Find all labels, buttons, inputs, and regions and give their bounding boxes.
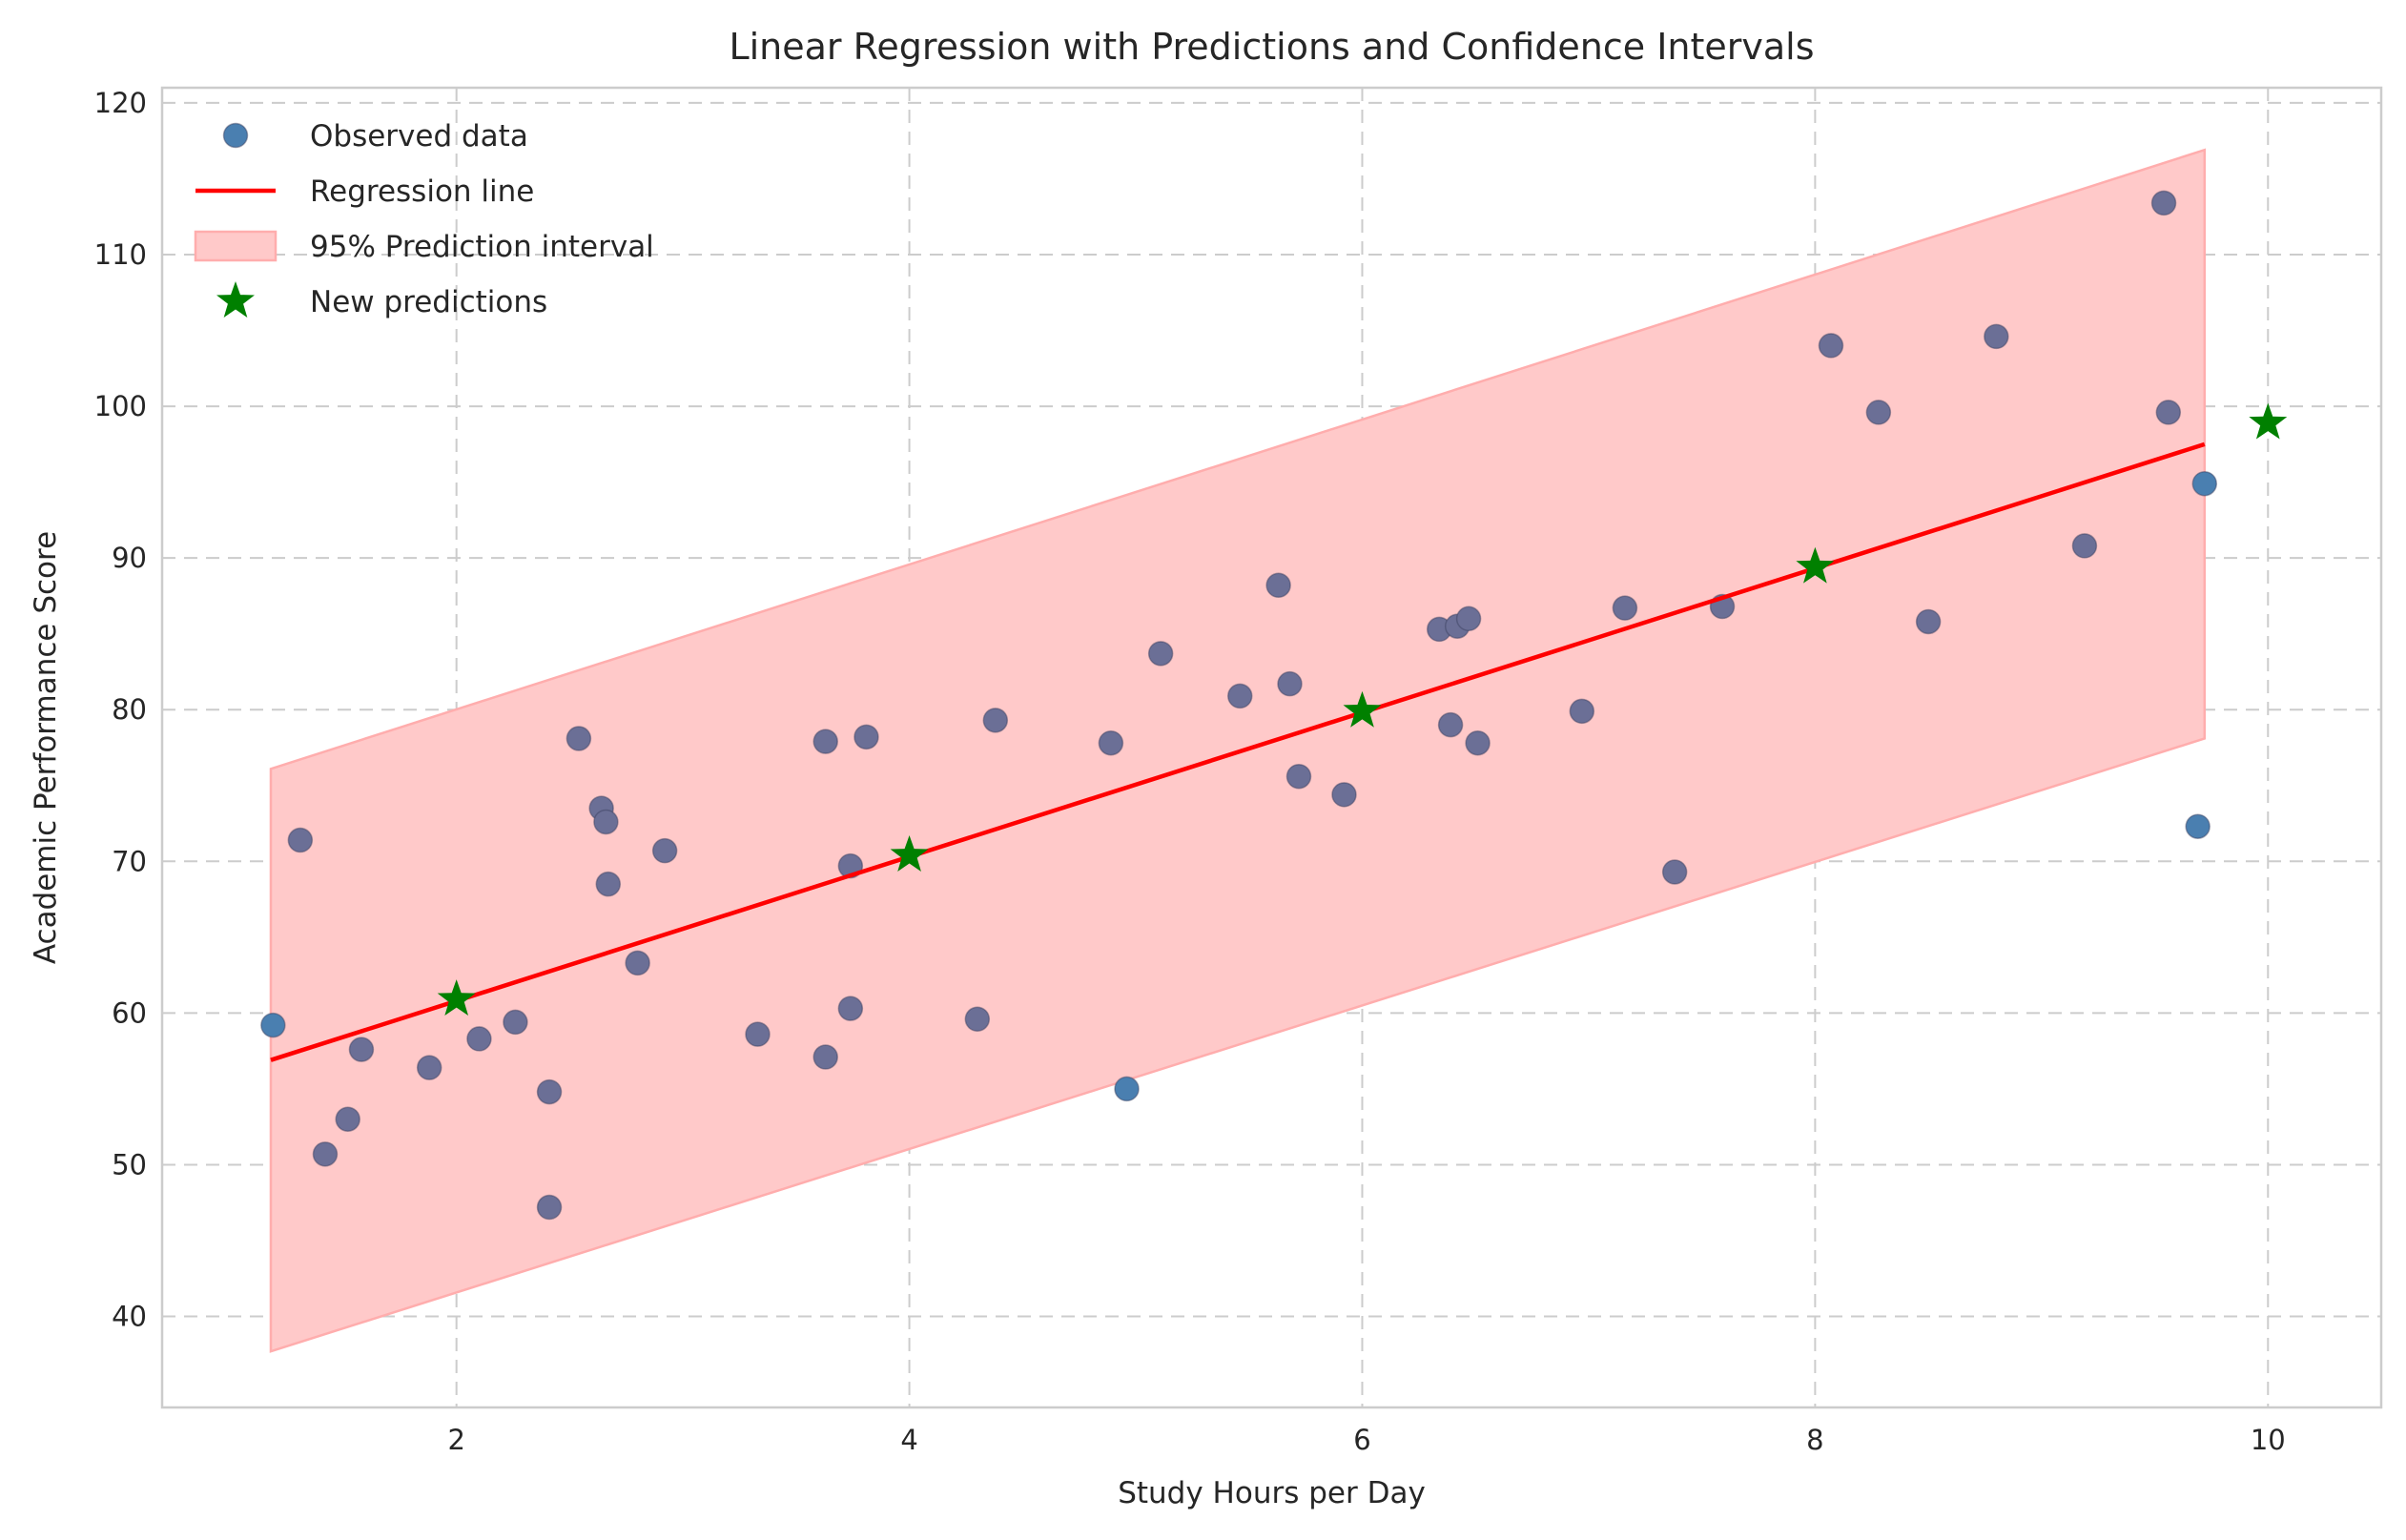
observed-point — [837, 996, 864, 1021]
y-tick-label: 90 — [112, 542, 147, 574]
observed-point — [1612, 595, 1638, 621]
observed-point — [964, 1006, 991, 1033]
observed-point — [2150, 190, 2177, 216]
observed-point — [466, 1026, 492, 1052]
observed-point — [1915, 608, 1942, 635]
x-tick-label: 8 — [1806, 1424, 1823, 1456]
y-tick-label: 50 — [112, 1148, 147, 1181]
regression-line — [270, 441, 2206, 1062]
x-tick-label: 6 — [1353, 1424, 1370, 1456]
prediction-star — [1343, 690, 1382, 728]
observed-point — [2071, 533, 2098, 559]
observed-point — [335, 1106, 360, 1132]
regression-line-layer — [270, 441, 2206, 1062]
observed-point — [2185, 813, 2211, 839]
legend-star-marker — [216, 281, 255, 318]
observed-point — [812, 729, 838, 754]
prediction-star — [437, 979, 476, 1016]
chart-title: Linear Regression with Predictions and C… — [729, 26, 1814, 68]
observed-point — [1265, 572, 1291, 599]
legend-observed-marker — [222, 122, 249, 149]
x-tick-label: 2 — [447, 1424, 464, 1456]
observed-point — [1455, 606, 1482, 632]
y-tick-label: 60 — [112, 996, 147, 1029]
observed-point — [312, 1141, 339, 1167]
observed-point — [2155, 400, 2182, 425]
legend-label: Observed data — [310, 119, 528, 154]
observed-point — [982, 708, 1009, 733]
x-tick-label: 10 — [2251, 1424, 2286, 1456]
prediction-star — [2249, 402, 2288, 440]
observed-point — [1331, 782, 1357, 808]
observed-point — [1098, 729, 1124, 756]
observed-point — [1437, 711, 1464, 738]
y-tick-label: 110 — [94, 238, 147, 271]
observed-point — [287, 827, 314, 853]
observed-point — [2191, 470, 2218, 497]
x-tick-label: 4 — [900, 1424, 917, 1456]
observed-point — [348, 1037, 375, 1062]
observed-point — [1285, 763, 1312, 790]
observed-point — [260, 1012, 286, 1038]
y-tick-label: 70 — [112, 845, 147, 877]
observed-point — [625, 950, 650, 976]
prediction-star — [1796, 546, 1835, 584]
new-predictions-layer — [437, 402, 2288, 1016]
x-axis-label: Study Hours per Day — [1118, 1476, 1426, 1510]
prediction-star — [890, 834, 929, 872]
observed-point — [536, 1078, 563, 1105]
observed-point — [745, 1021, 771, 1047]
y-tick-label: 40 — [112, 1301, 147, 1333]
legend-item: New predictions — [216, 281, 547, 319]
observed-point — [1465, 729, 1491, 756]
observed-point — [853, 724, 879, 750]
legend-label: 95% Prediction interval — [310, 230, 654, 264]
tick-labels: 2 4 6 8 10 40 50 60 70 80 90 100 110 120 — [94, 87, 2286, 1456]
y-tick-label: 120 — [94, 87, 147, 119]
legend-item: 95% Prediction interval — [194, 230, 654, 264]
observed-point — [1865, 400, 1892, 425]
plot-frame — [160, 86, 2383, 1409]
observed-point — [1227, 683, 1253, 709]
observed-points-layer — [260, 190, 2218, 1221]
observed-point — [595, 871, 622, 897]
observed-point — [1147, 641, 1174, 667]
observed-point — [1569, 698, 1595, 725]
observed-point — [1114, 1076, 1140, 1102]
legend-item: Observed data — [222, 119, 528, 154]
observed-point — [1818, 333, 1844, 359]
legend-item: Regression line — [195, 175, 534, 209]
observed-point — [593, 809, 619, 835]
legend-label: New predictions — [310, 285, 547, 319]
observed-point — [1277, 670, 1303, 697]
legend: Observed data Regression line 95% Predicti… — [194, 119, 654, 319]
observed-point — [536, 1194, 563, 1221]
observed-point — [416, 1055, 442, 1080]
y-tick-label: 80 — [112, 693, 147, 726]
y-tick-label: 100 — [94, 390, 147, 422]
y-axis-label: Academic Performance Score — [29, 531, 63, 964]
observed-point — [1984, 323, 2009, 350]
observed-point — [651, 837, 678, 864]
observed-point — [503, 1009, 528, 1036]
legend-patch-marker — [194, 230, 278, 262]
observed-point — [812, 1044, 838, 1070]
observed-point — [566, 726, 592, 751]
observed-point — [1661, 859, 1688, 885]
legend-label: Regression line — [310, 175, 534, 209]
